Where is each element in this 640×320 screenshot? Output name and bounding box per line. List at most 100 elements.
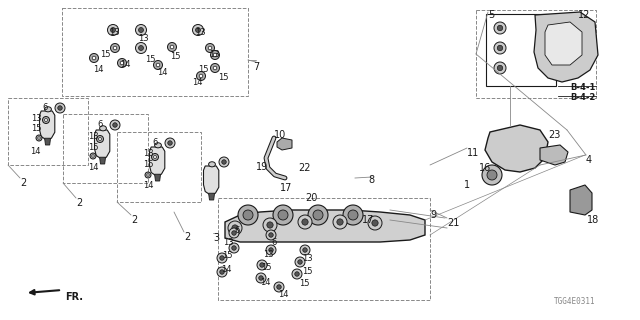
Polygon shape [100,157,106,164]
Circle shape [154,60,163,69]
Circle shape [497,25,502,31]
Text: 8: 8 [368,175,374,185]
Text: 15: 15 [170,52,180,61]
Circle shape [152,154,159,161]
Circle shape [219,157,229,167]
Polygon shape [485,125,548,172]
Text: 6: 6 [42,103,47,112]
Text: 3: 3 [213,233,219,243]
Circle shape [295,272,300,276]
Text: FR.: FR. [65,292,83,302]
Circle shape [259,276,263,280]
Text: 11: 11 [467,148,479,158]
Polygon shape [40,111,55,140]
Text: 15: 15 [222,251,232,260]
Circle shape [333,215,347,229]
Circle shape [308,205,328,225]
Circle shape [494,62,506,74]
Circle shape [111,28,115,32]
Ellipse shape [209,162,216,167]
Circle shape [229,228,239,238]
Circle shape [193,25,204,36]
Bar [8,98,88,165]
Text: 13: 13 [209,50,220,59]
Circle shape [217,267,227,277]
Circle shape [199,74,203,78]
Text: 14: 14 [192,78,202,87]
Polygon shape [204,166,219,195]
Text: B-4-1: B-4-1 [570,83,595,92]
Circle shape [165,138,175,148]
Text: 15: 15 [100,50,111,59]
Text: 15: 15 [218,73,228,82]
Circle shape [211,63,220,73]
Circle shape [168,43,177,52]
Text: 14: 14 [157,68,168,77]
Circle shape [300,245,310,255]
Text: 15: 15 [31,124,42,133]
Circle shape [348,210,358,220]
Circle shape [42,116,49,124]
Polygon shape [225,210,425,242]
Circle shape [138,45,143,51]
Text: 12: 12 [578,10,590,20]
Circle shape [298,215,312,229]
Circle shape [232,246,236,250]
Circle shape [273,205,293,225]
Circle shape [208,46,212,50]
Circle shape [229,243,239,253]
Text: 14: 14 [30,147,40,156]
Text: 14: 14 [221,265,232,274]
Text: 9: 9 [430,210,436,220]
Circle shape [232,225,238,231]
Circle shape [118,59,127,68]
Circle shape [494,22,506,34]
Text: B-4-2: B-4-2 [570,93,595,102]
Bar [62,8,248,96]
Text: 18: 18 [587,215,599,225]
Circle shape [221,160,227,164]
Text: 6: 6 [271,238,276,247]
Text: 13: 13 [263,250,274,259]
Circle shape [113,123,117,127]
Text: 13: 13 [88,132,99,141]
Circle shape [497,45,502,51]
Circle shape [97,135,104,142]
Circle shape [90,153,96,159]
Circle shape [111,44,120,52]
Bar [476,10,596,98]
Text: TGG4E0311: TGG4E0311 [554,297,596,306]
Text: 21: 21 [447,218,460,228]
Polygon shape [570,185,592,215]
Circle shape [220,256,224,260]
Text: 15: 15 [88,143,99,152]
Circle shape [99,138,101,140]
Circle shape [196,28,200,32]
Circle shape [266,230,276,240]
Text: 19: 19 [256,162,268,172]
Circle shape [92,155,94,157]
Circle shape [260,263,264,267]
Text: 17: 17 [280,183,292,193]
Circle shape [58,106,62,110]
Circle shape [256,273,266,283]
Text: 15: 15 [299,279,310,288]
Circle shape [92,56,96,60]
Circle shape [266,245,276,255]
Circle shape [154,156,156,158]
Circle shape [232,231,236,235]
Circle shape [295,257,305,267]
Text: 14: 14 [93,65,104,74]
Circle shape [211,51,220,60]
Circle shape [267,222,273,228]
Polygon shape [540,145,568,165]
Text: 22: 22 [298,163,310,173]
Text: 13: 13 [143,149,154,158]
Text: 16: 16 [479,163,492,173]
Circle shape [120,61,124,65]
Circle shape [497,65,502,71]
Circle shape [292,269,302,279]
Circle shape [494,42,506,54]
Polygon shape [150,147,165,176]
Text: 23: 23 [548,130,561,140]
